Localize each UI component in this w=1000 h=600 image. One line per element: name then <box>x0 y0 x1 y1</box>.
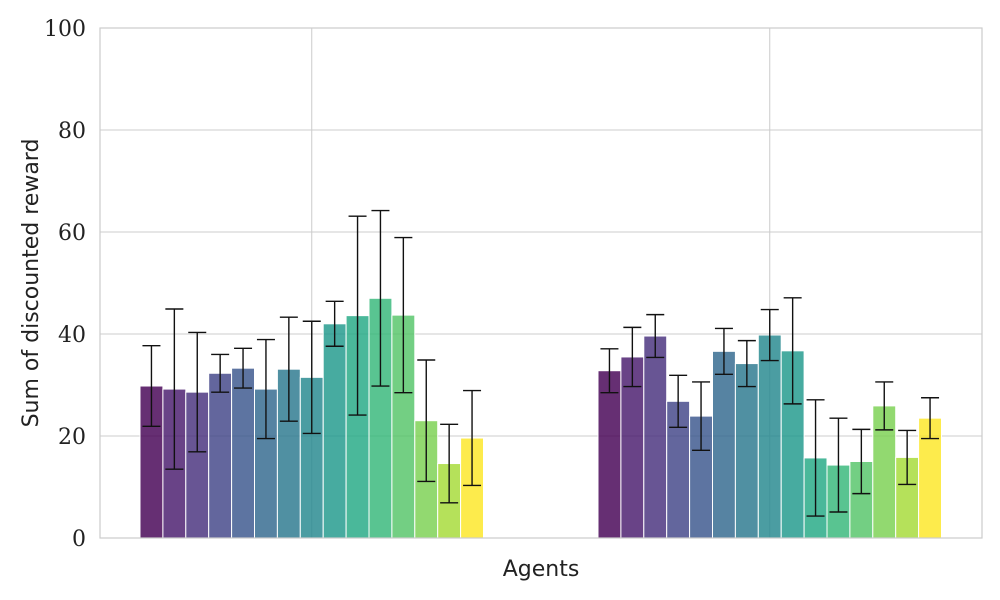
y-tick-label: 80 <box>58 119 86 144</box>
error-bar <box>806 399 825 517</box>
bar <box>597 370 622 539</box>
bar <box>208 372 233 539</box>
error-bar <box>692 381 711 451</box>
error-bar <box>760 308 779 362</box>
error-bar <box>783 297 802 405</box>
error-bar <box>852 428 871 495</box>
error-bar <box>440 423 459 504</box>
error-bar <box>921 397 940 440</box>
plot-frame <box>99 27 983 539</box>
bars <box>139 297 942 539</box>
error-bar <box>714 327 733 375</box>
error-bar <box>623 326 642 388</box>
error-bars <box>142 209 940 517</box>
bar <box>231 367 256 539</box>
error-bar <box>394 236 413 394</box>
gridlines <box>100 28 982 538</box>
y-axis-label: Sum of discounted reward <box>19 139 44 428</box>
error-bar <box>234 347 253 389</box>
error-bar <box>142 345 161 428</box>
error-bar <box>463 389 482 487</box>
error-bar <box>875 381 894 431</box>
bar <box>712 350 736 539</box>
error-bar <box>348 215 367 416</box>
bar <box>643 335 668 539</box>
error-bar <box>211 353 230 393</box>
error-bar <box>600 348 619 394</box>
error-bar <box>371 209 390 387</box>
bar <box>757 334 782 539</box>
error-bar <box>829 417 848 513</box>
bar <box>734 363 759 539</box>
y-tick-label: 40 <box>58 323 86 348</box>
y-tick-label: 100 <box>44 17 86 42</box>
error-bar <box>279 316 298 422</box>
y-tick-label: 20 <box>58 425 86 450</box>
error-bar <box>646 313 665 359</box>
error-bar <box>256 338 275 440</box>
error-bar <box>417 359 436 483</box>
error-bar <box>165 308 184 470</box>
error-bar <box>898 429 917 486</box>
error-bar <box>188 331 207 453</box>
y-tick-label: 0 <box>72 527 86 552</box>
error-bar <box>737 339 756 388</box>
y-tick-label: 60 <box>58 221 86 246</box>
x-axis-label: Agents <box>503 557 580 582</box>
bar <box>322 323 347 539</box>
y-tick-labels: 0 20 40 60 80 100 <box>44 17 86 552</box>
error-bar <box>669 374 688 429</box>
error-bar <box>302 320 321 435</box>
error-bar <box>325 300 344 347</box>
